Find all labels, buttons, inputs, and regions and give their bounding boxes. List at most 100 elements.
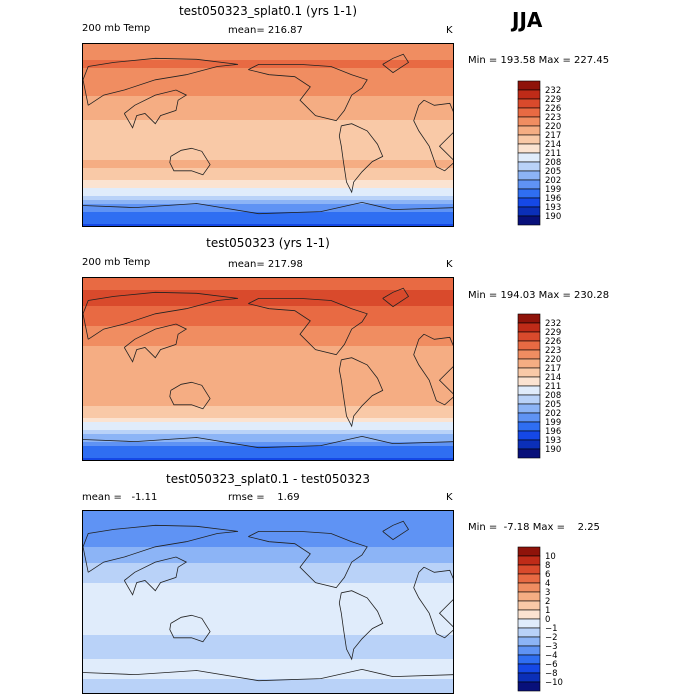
colorbar-tick-label: 196: [545, 194, 561, 204]
map-band: [83, 655, 453, 660]
map-band: [83, 362, 453, 367]
map-band: [83, 607, 453, 612]
colorbar-box: [517, 394, 541, 405]
map-band: [83, 318, 453, 323]
colorbar-box: [517, 564, 541, 575]
map-band: [83, 116, 453, 121]
colorbar-box: [517, 555, 541, 566]
coastline: [169, 147, 211, 176]
colorbar-tick-label: 190: [545, 212, 561, 222]
map-band: [83, 563, 453, 568]
map-band: [83, 120, 453, 125]
colorbar-tick-label: 232: [545, 86, 561, 96]
map-band: [83, 354, 453, 359]
map-band: [83, 555, 453, 560]
colorbar-tick-label: 214: [545, 373, 561, 383]
map-band: [83, 679, 453, 684]
map-band: [83, 587, 453, 592]
map-band: [83, 112, 453, 117]
map-band: [83, 643, 453, 648]
map-band: [83, 80, 453, 85]
season-label: JJA: [512, 8, 543, 32]
map-band: [83, 64, 453, 69]
map-band: [83, 180, 453, 185]
map-band: [83, 342, 453, 347]
panel3-map-svg: [83, 511, 453, 693]
coastline: [338, 123, 384, 194]
colorbar-box: [517, 331, 541, 342]
map-band: [83, 196, 453, 201]
colorbar-tick-label: 193: [545, 203, 561, 213]
map-band: [83, 559, 453, 564]
colorbar-box: [517, 143, 541, 154]
colorbar-box: [517, 609, 541, 620]
map-band: [83, 667, 453, 672]
colorbar-box: [517, 385, 541, 396]
colorbar-box: [517, 340, 541, 351]
map-band: [83, 691, 453, 693]
map-band: [83, 603, 453, 608]
map-band: [83, 599, 453, 604]
panel2-minmax: Min = 194.03 Max = 230.28: [468, 290, 610, 301]
map-band: [83, 132, 453, 137]
map-band: [83, 152, 453, 157]
map-band: [83, 571, 453, 576]
map-band: [83, 430, 453, 435]
map-band: [83, 527, 453, 532]
colorbar-box: [517, 654, 541, 665]
colorbar-box: [517, 582, 541, 593]
map-band: [83, 663, 453, 668]
map-band: [83, 551, 453, 556]
map-band: [83, 334, 453, 339]
coastline: [83, 524, 239, 573]
coastlines: [83, 287, 453, 449]
coastline: [123, 556, 188, 596]
colorbar-tick-label: 202: [545, 409, 561, 419]
colorbar-tick-label: 202: [545, 176, 561, 186]
coastline: [382, 520, 410, 541]
map-band: [83, 531, 453, 536]
panel1-map-svg: [83, 44, 453, 226]
colorbar-tick-label: 220: [545, 122, 561, 132]
colorbar-tick-label: 1: [545, 606, 550, 616]
colorbar-box: [517, 313, 541, 324]
map-bands: [83, 511, 453, 693]
panel1-variable: 200 mb Temp: [82, 23, 151, 34]
colorbar-box: [517, 430, 541, 441]
map-band: [83, 414, 453, 419]
panel2-units: K: [446, 259, 453, 270]
colorbar-box: [517, 89, 541, 100]
map-band: [83, 366, 453, 371]
map-band: [83, 302, 453, 307]
panel2-map-svg: [83, 278, 453, 460]
colorbar-tick-label: −4: [545, 651, 558, 661]
map-band: [83, 192, 453, 197]
map-band: [83, 651, 453, 656]
map-band: [83, 519, 453, 524]
map-band: [83, 454, 453, 459]
colorbar-box: [517, 448, 541, 459]
colorbar-tick-label: 229: [545, 95, 561, 105]
colorbar-tick-label: −3: [545, 642, 558, 652]
panel3-minmax: Min = -7.18 Max = 2.25: [468, 522, 600, 533]
map-band: [83, 88, 453, 93]
panel1-minmax: Min = 193.58 Max = 227.45: [468, 55, 610, 66]
map-band: [83, 44, 453, 49]
map-band: [83, 184, 453, 189]
colorbar-tick-label: 223: [545, 113, 561, 123]
map-band: [83, 168, 453, 173]
colorbar-tick-label: 211: [545, 382, 561, 392]
map-band: [83, 84, 453, 89]
map-band: [83, 567, 453, 572]
colorbar-box: [517, 197, 541, 208]
map-band: [83, 172, 453, 177]
map-band: [83, 60, 453, 65]
map-band: [83, 434, 453, 439]
map-band: [83, 140, 453, 145]
coastline: [413, 99, 453, 172]
map-band: [83, 635, 453, 640]
map-band: [83, 547, 453, 552]
coastline: [83, 57, 239, 106]
map-band: [83, 579, 453, 584]
colorbar-box: [517, 421, 541, 432]
